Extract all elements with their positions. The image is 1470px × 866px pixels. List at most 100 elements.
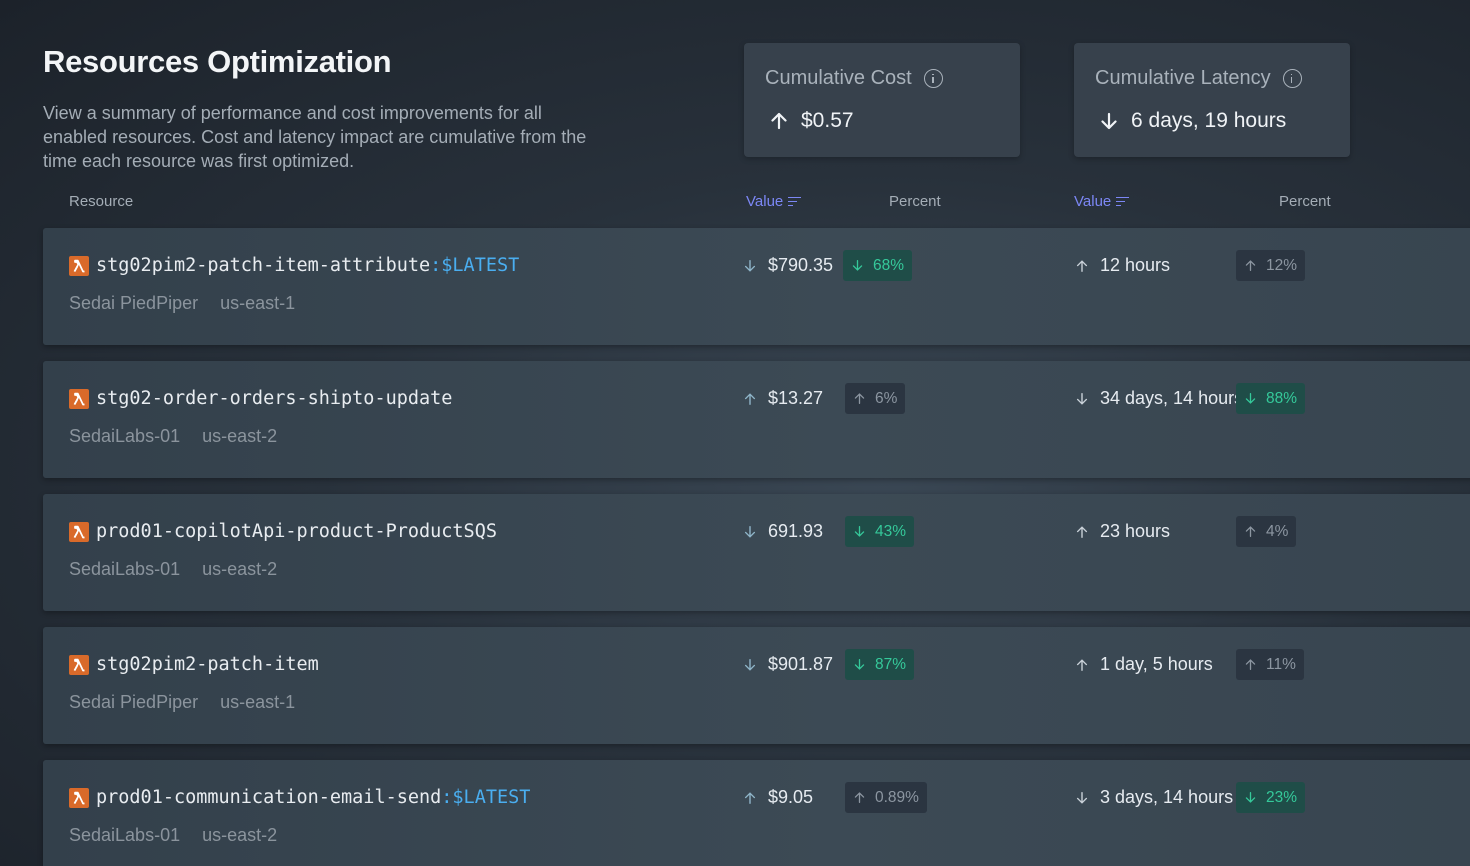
arrow-up-icon [1076, 525, 1088, 538]
info-icon[interactable] [1282, 69, 1302, 88]
table-row[interactable]: stg02pim2-patch-item-attribute:$LATEST Se… [43, 228, 1470, 345]
resource-region: us-east-2 [202, 825, 278, 845]
cost-percent-badge: 87% [845, 649, 915, 680]
column-header-cost-percent[interactable]: Percent [889, 193, 941, 210]
latency-value: 12 hours [1075, 255, 1170, 276]
cost-percent-text: 0.89% [875, 788, 919, 806]
cumulative-cost-amount: $0.57 [801, 109, 854, 132]
arrow-up-icon [744, 392, 756, 405]
resource-account: Sedai PiedPiper [69, 293, 199, 313]
resource-account: Sedai PiedPiper [69, 692, 199, 712]
latency-value-text: 23 hours [1100, 521, 1171, 541]
page-title: Resources Optimization [43, 44, 392, 79]
cost-percent-text: 68% [873, 256, 905, 274]
cost-value: $9.05 [743, 787, 813, 808]
lambda-icon [69, 787, 89, 808]
arrow-down-icon [1245, 392, 1256, 404]
cost-value-text: $9.05 [768, 787, 814, 807]
cost-value: $790.35 [743, 255, 833, 276]
cumulative-latency-label: Cumulative Latency [1095, 67, 1302, 90]
resource-name[interactable]: prod01-copilotApi-product-ProductSQS [69, 521, 497, 542]
table-row[interactable]: prod01-copilotApi-product-ProductSQS Seda… [43, 494, 1470, 611]
resource-name[interactable]: prod01-communication-email-send:$LATEST [69, 787, 530, 808]
column-header-latency-value[interactable]: Value [1074, 193, 1130, 210]
cumulative-cost-label: Cumulative Cost [765, 67, 943, 90]
arrow-down-icon [1076, 392, 1088, 405]
column-header-cost-value[interactable]: Value [746, 193, 802, 210]
arrow-up-icon [1245, 526, 1256, 538]
latency-value: 23 hours [1075, 521, 1170, 542]
latency-percent-text: 4% [1266, 522, 1289, 540]
cost-value-text: $790.35 [768, 255, 834, 275]
arrow-up-icon [854, 393, 865, 405]
resource-name-text: prod01-communication-email-send [96, 787, 442, 808]
column-header-latency-value-label: Value [1074, 193, 1112, 210]
resource-name[interactable]: stg02-order-orders-shipto-update [69, 388, 452, 409]
arrow-up-icon [854, 792, 865, 804]
cost-percent-badge: 43% [845, 516, 915, 547]
latency-percent-text: 12% [1266, 256, 1298, 274]
cost-value: $13.27 [743, 388, 823, 409]
lambda-icon [69, 654, 89, 675]
resource-region: us-east-1 [220, 692, 296, 712]
info-icon[interactable] [923, 69, 943, 88]
latency-value-text: 1 day, 5 hours [1100, 654, 1213, 674]
resource-name[interactable]: stg02pim2-patch-item [69, 654, 319, 675]
table-row[interactable]: stg02pim2-patch-item Sedai PiedPiper us-ea… [43, 627, 1470, 744]
cost-percent-badge: 6% [845, 383, 906, 414]
table-row[interactable]: stg02-order-orders-shipto-update SedaiLab… [43, 361, 1470, 478]
arrow-down-icon [1101, 112, 1117, 130]
cost-percent-text: 43% [875, 522, 907, 540]
latency-percent-badge: 11% [1236, 649, 1304, 680]
lambda-icon [69, 388, 89, 409]
resource-name-text: stg02pim2-patch-item [96, 654, 319, 675]
arrow-up-icon [744, 791, 756, 804]
resource-name-text: stg02-order-orders-shipto-update [96, 388, 453, 409]
column-header-cost-value-label: Value [746, 193, 784, 210]
arrow-down-icon [1076, 791, 1088, 804]
resource-version: :$LATEST [430, 255, 520, 276]
cost-value: 691.93 [743, 521, 823, 542]
arrow-up-icon [1245, 260, 1256, 272]
cost-value-text: $901.87 [768, 654, 834, 674]
latency-percent-badge: 88% [1236, 383, 1306, 414]
column-header-resource[interactable]: Resource [69, 193, 134, 210]
column-header-latency-percent[interactable]: Percent [1279, 193, 1331, 210]
arrow-up-icon [771, 112, 787, 130]
resource-meta: Sedai PiedPiper us-east-1 [69, 692, 295, 713]
resource-account: SedaiLabs-01 [69, 426, 181, 446]
arrow-down-icon [854, 658, 865, 670]
cumulative-latency-card: Cumulative Latency 6 days, 19 hours [1074, 43, 1350, 157]
resource-region: us-east-1 [220, 293, 296, 313]
cost-value-text: $13.27 [768, 388, 824, 408]
arrow-down-icon [744, 259, 756, 272]
cost-percent-badge: 68% [843, 250, 913, 281]
cost-percent-text: 6% [875, 389, 898, 407]
latency-value-text: 3 days, 14 hours [1100, 787, 1234, 807]
resource-meta: SedaiLabs-01 us-east-2 [69, 825, 277, 846]
arrow-up-icon [1245, 659, 1256, 671]
arrow-down-icon [744, 525, 756, 538]
lambda-icon [69, 255, 89, 276]
resource-meta: SedaiLabs-01 us-east-2 [69, 559, 277, 580]
resource-name[interactable]: stg02pim2-patch-item-attribute:$LATEST [69, 255, 519, 276]
resource-version: :$LATEST [441, 787, 531, 808]
cost-value-text: 691.93 [768, 521, 824, 541]
latency-percent-text: 23% [1266, 788, 1298, 806]
resource-name-text: prod01-copilotApi-product-ProductSQS [96, 521, 497, 542]
arrow-down-icon [744, 658, 756, 671]
latency-value-text: 34 days, 14 hours [1100, 388, 1244, 408]
resource-account: SedaiLabs-01 [69, 559, 181, 579]
table-row[interactable]: prod01-communication-email-send:$LATEST S… [43, 760, 1470, 866]
latency-value-text: 12 hours [1100, 255, 1171, 275]
resource-account: SedaiLabs-01 [69, 825, 181, 845]
arrow-up-icon [1076, 259, 1088, 272]
latency-percent-badge: 23% [1236, 782, 1306, 813]
arrow-up-icon [1076, 658, 1088, 671]
sort-icon [788, 196, 802, 207]
cumulative-latency-value: 6 days, 19 hours [1099, 109, 1286, 133]
lambda-icon [69, 521, 89, 542]
cumulative-latency-label-text: Cumulative Latency [1095, 67, 1271, 89]
resource-meta: SedaiLabs-01 us-east-2 [69, 426, 277, 447]
cost-percent-badge: 0.89% [845, 782, 927, 813]
